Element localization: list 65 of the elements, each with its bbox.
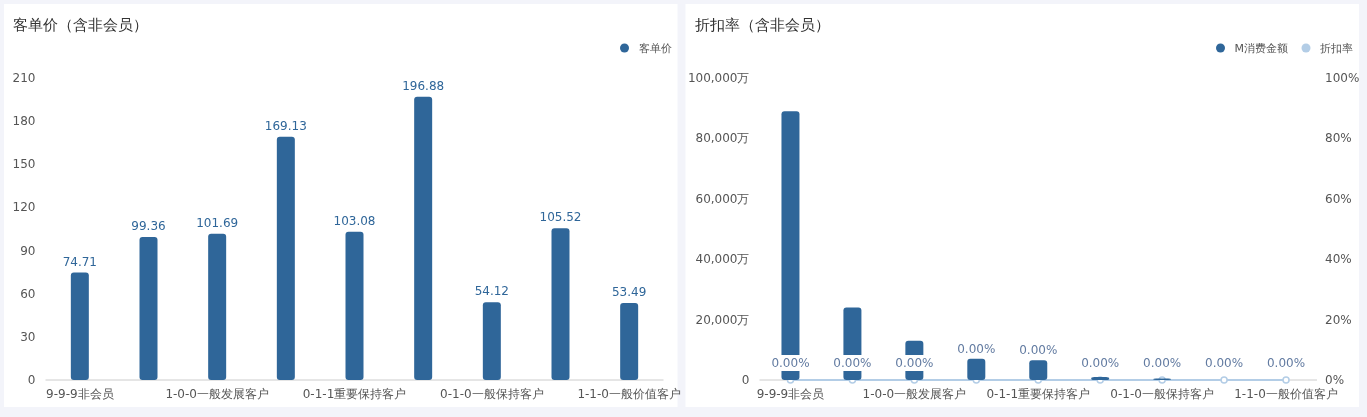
y-tick-label: 180	[12, 114, 36, 129]
bar	[208, 233, 227, 380]
x-tick-label: 9-9-9非会员	[46, 387, 114, 401]
bar	[414, 96, 433, 380]
data-label: 101.69	[196, 215, 239, 230]
data-label: 0.00%	[833, 356, 872, 370]
y2-tick-label: 20%	[1325, 312, 1352, 327]
bar	[551, 228, 570, 380]
x-tick-label: 0-1-0一般保持客户	[1110, 387, 1214, 401]
y2-tick-label: 0%	[1325, 373, 1345, 387]
y2-tick-label: 60%	[1325, 191, 1352, 206]
bar	[620, 303, 639, 380]
y-tick-label: 20,000万	[695, 312, 750, 327]
y-tick-label: 60,000万	[695, 191, 750, 206]
legend-label: M消费金额	[1234, 42, 1288, 55]
x-tick-label: 1-1-0一般价值客户	[577, 387, 681, 401]
y-tick-label: 90	[20, 243, 36, 258]
y2-tick-label: 100%	[1325, 71, 1360, 85]
data-label: 99.36	[131, 219, 166, 234]
y-tick-label: 150	[12, 157, 36, 172]
data-label: 196.88	[402, 78, 445, 93]
x-tick-label: 0-1-0一般保持客户	[440, 387, 544, 401]
data-label: 0.00%	[1081, 356, 1120, 370]
y-tick-label: 80,000万	[695, 131, 750, 146]
x-tick-label: 1-0-0一般发展客户	[165, 387, 269, 401]
chart-title: 折扣率（含非会员）	[694, 16, 830, 34]
x-tick-label: 1-1-0一般价值客户	[1234, 387, 1338, 401]
bar	[276, 136, 295, 380]
data-label: 0.00%	[771, 356, 810, 370]
y-tick-label: 60	[20, 286, 36, 301]
bar	[345, 231, 364, 380]
bar	[139, 237, 158, 380]
data-label: 0.00%	[895, 356, 934, 370]
data-label: 0.00%	[1266, 356, 1306, 370]
data-label: 0.00%	[957, 341, 996, 356]
bar	[1029, 360, 1048, 380]
x-tick-label: 1-0-0一般发展客户	[862, 387, 967, 401]
x-tick-label: 0-1-1重要保持客户	[986, 387, 1091, 401]
y-tick-label: 0	[741, 373, 750, 387]
data-label: 74.71	[62, 254, 98, 269]
x-tick-label: 0-1-1重要保持客户	[302, 387, 407, 401]
y-tick-label: 100,000万	[687, 71, 750, 85]
chart-title: 客单价（含非会员）	[13, 16, 148, 34]
y-tick-label: 40,000万	[695, 252, 750, 267]
bar	[70, 272, 89, 380]
data-label: 0.00%	[1019, 343, 1058, 358]
y2-tick-label: 80%	[1325, 131, 1352, 146]
data-label: 105.52	[539, 210, 582, 225]
data-label: 0.00%	[1143, 356, 1182, 370]
bar	[967, 358, 986, 380]
data-label: 103.08	[333, 213, 376, 228]
bar	[482, 302, 501, 380]
legend-label: 折扣率	[1320, 42, 1353, 55]
y2-tick-label: 40%	[1325, 252, 1352, 267]
legend-label: 客单价	[638, 42, 672, 55]
data-label: 0.00%	[1205, 356, 1244, 370]
bar	[1091, 376, 1110, 380]
y-tick-label: 120	[12, 200, 36, 215]
data-label: 169.13	[264, 118, 307, 133]
y-tick-label: 210	[12, 71, 36, 85]
y-tick-label: 0	[27, 373, 36, 387]
data-label: 53.49	[611, 285, 647, 300]
x-tick-label: 9-9-9非会员	[756, 387, 825, 401]
y-tick-label: 30	[20, 329, 36, 344]
data-label: 54.12	[474, 284, 510, 299]
